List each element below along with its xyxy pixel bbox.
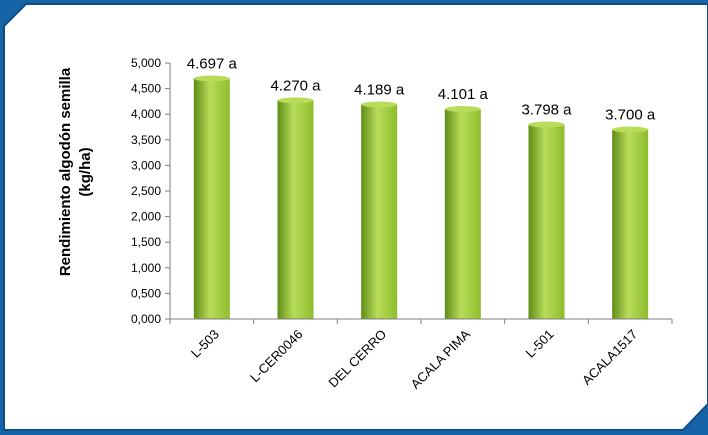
white-panel — [3, 3, 708, 431]
y-axis-title-line-2: (kg/ha) — [77, 147, 94, 196]
bar — [612, 129, 649, 319]
bar — [277, 100, 314, 319]
y-tick-label: 1,500 — [131, 235, 161, 249]
y-tick-label: 3,500 — [131, 133, 161, 147]
y-axis-title-line-1: Rendimiento algodón semilla — [57, 67, 74, 276]
bar-top — [528, 121, 565, 128]
bar-top — [277, 97, 314, 104]
data-label: 4.189 a — [354, 82, 405, 99]
y-tick-label: 2,500 — [131, 184, 161, 198]
y-tick-label: 4,000 — [131, 107, 161, 121]
y-tick-label: 1,000 — [131, 261, 161, 275]
x-axis-labels: L-503 L-CER0046 DEL CERRO ACALA PIMA L-501 AC… — [169, 319, 673, 392]
data-label: 4.697 a — [187, 56, 238, 73]
bar-top — [193, 75, 230, 82]
y-tick-label: 0,000 — [131, 312, 161, 326]
data-label: 3.700 a — [605, 107, 656, 124]
x-tick-label: L-501 — [523, 327, 557, 361]
y-axis-ticks: 0,000 0,500 1,000 1,500 2,000 2,500 3,000 3,500… — [131, 56, 170, 326]
data-label: 4.270 a — [270, 77, 321, 94]
x-tick-label: ACALA1517 — [579, 327, 640, 388]
x-tick-label: L-503 — [188, 327, 222, 361]
y-tick-label: 5,000 — [131, 56, 161, 70]
bar-top — [612, 126, 649, 133]
bar — [193, 78, 230, 319]
y-tick-label: 4,500 — [131, 82, 161, 96]
data-label: 4.101 a — [438, 86, 489, 103]
bar — [528, 124, 565, 320]
x-tick-label: L-CER0046 — [247, 327, 306, 386]
bar — [361, 104, 398, 320]
bars — [193, 75, 649, 320]
bar-top — [444, 106, 481, 113]
data-labels: 4.697 a 4.270 a 4.189 a 4.101 a 3.798 a 3.700… — [187, 56, 656, 124]
data-label: 3.798 a — [521, 102, 572, 119]
bar-top — [361, 101, 398, 108]
y-tick-label: 3,000 — [131, 158, 161, 172]
bar — [444, 109, 481, 319]
y-axis-title: Rendimiento algodón semilla (kg/ha) — [57, 67, 94, 276]
y-tick-label: 2,000 — [131, 210, 161, 224]
x-tick-label: ACALA PIMA — [408, 326, 474, 392]
y-tick-label: 0,500 — [131, 286, 161, 300]
x-tick-label: DEL CERRO — [325, 327, 389, 391]
